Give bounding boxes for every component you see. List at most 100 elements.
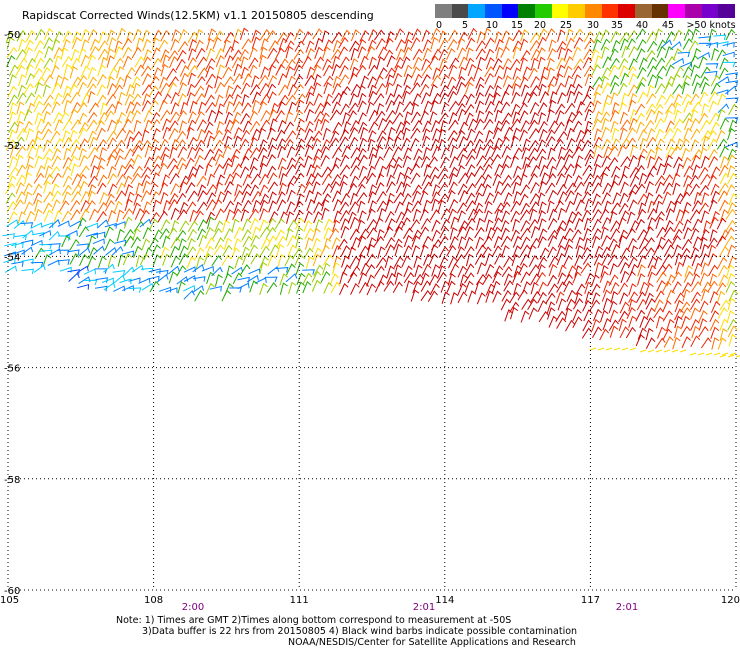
- wind-barb: [501, 174, 512, 186]
- wind-barb: [167, 81, 177, 94]
- wind-barb: [601, 126, 610, 139]
- wind-barb: [707, 148, 718, 161]
- wind-barb: [610, 120, 619, 133]
- wind-barb: [41, 222, 54, 228]
- wind-barb: [701, 192, 710, 205]
- wind-barb: [613, 347, 621, 351]
- wind-barb: [601, 234, 611, 247]
- wind-barb: [141, 56, 152, 69]
- wind-barb: [638, 172, 647, 186]
- wind-barb: [429, 166, 440, 179]
- wind-barb: [187, 119, 197, 132]
- wind-barb: [157, 210, 168, 223]
- wind-barb: [185, 182, 196, 194]
- wind-barb: [719, 199, 729, 212]
- wind-barb: [494, 180, 504, 193]
- wind-barb: [437, 265, 447, 278]
- wind-barb: [664, 244, 675, 257]
- wind-barb: [251, 36, 261, 49]
- wind-barb: [457, 282, 467, 295]
- wind-barb: [259, 282, 268, 296]
- wind-barb: [590, 48, 600, 62]
- wind-barb: [133, 245, 142, 258]
- wind-barb: [412, 119, 423, 132]
- wind-barb: [402, 100, 414, 113]
- wind-barb: [413, 56, 423, 69]
- wind-barb: [251, 91, 262, 104]
- wind-barb: [230, 148, 241, 161]
- wind-barb: [494, 64, 504, 77]
- wind-barb: [16, 92, 27, 104]
- wind-barb: [122, 285, 135, 292]
- wind-barb: [294, 40, 305, 52]
- wind-barb: [176, 209, 188, 221]
- wind-barb: [705, 63, 719, 69]
- wind-barb: [113, 57, 124, 69]
- wind-barb: [330, 48, 342, 60]
- wind-barb: [69, 138, 80, 151]
- wind-barb: [402, 245, 413, 258]
- wind-barb: [691, 273, 701, 286]
- wind-barb: [278, 84, 289, 96]
- wind-barb: [121, 250, 135, 257]
- wind-barb: [302, 272, 313, 285]
- wind-barb: [103, 282, 116, 291]
- wind-barb: [140, 65, 152, 77]
- wind-barb: [563, 173, 573, 187]
- wind-barb: [683, 28, 693, 41]
- wind-barb: [705, 42, 719, 48]
- wind-barb: [366, 227, 378, 239]
- wind-barb: [142, 73, 152, 86]
- wind-barb: [376, 130, 387, 142]
- wind-barb: [458, 236, 467, 249]
- wind-barb: [196, 56, 208, 68]
- wind-barb: [32, 67, 43, 80]
- wind-barb: [620, 247, 631, 259]
- wind-barb: [657, 326, 667, 339]
- wind-barb: [609, 211, 618, 224]
- wind-barb: [25, 63, 34, 76]
- wind-barb: [130, 93, 142, 105]
- wind-barb: [43, 37, 53, 50]
- wind-barb: [209, 285, 222, 292]
- wind-barb: [69, 220, 82, 228]
- wind-barb: [556, 130, 568, 142]
- wind-barb: [152, 199, 161, 213]
- wind-barb: [654, 83, 666, 95]
- wind-barb: [132, 228, 141, 241]
- wind-barb: [493, 85, 502, 98]
- wind-barb: [654, 146, 663, 160]
- wind-barb: [689, 209, 701, 221]
- wind-barb: [233, 201, 243, 214]
- wind-barb: [233, 226, 244, 239]
- wind-barb: [692, 81, 702, 95]
- wind-barb: [50, 183, 60, 196]
- wind-barb: [15, 154, 24, 167]
- wind-barb: [663, 182, 673, 194]
- wind-barb: [547, 274, 557, 287]
- wind-barb: [114, 155, 124, 168]
- wind-barb: [70, 91, 81, 103]
- wind-barb: [665, 146, 676, 159]
- wind-barb: [168, 120, 179, 132]
- wind-barb: [249, 136, 259, 150]
- legend-tick-label: 0: [435, 20, 443, 31]
- wind-barb: [429, 244, 439, 257]
- wind-barb: [448, 29, 459, 42]
- wind-barb: [375, 173, 385, 186]
- wind-barb: [212, 129, 223, 142]
- wind-barb: [150, 138, 160, 152]
- wind-barb: [663, 349, 671, 353]
- wind-barb: [194, 85, 205, 97]
- wind-barb: [107, 209, 117, 223]
- wind-barb: [546, 200, 555, 214]
- wind-barb: [591, 64, 601, 76]
- wind-barb: [331, 190, 342, 203]
- wind-barb: [504, 36, 514, 49]
- wind-barb: [368, 200, 377, 213]
- wind-barb: [419, 190, 429, 203]
- wind-barb: [331, 147, 343, 159]
- wind-barb: [168, 271, 178, 284]
- wind-barb: [688, 40, 699, 52]
- wind-barb: [448, 100, 460, 112]
